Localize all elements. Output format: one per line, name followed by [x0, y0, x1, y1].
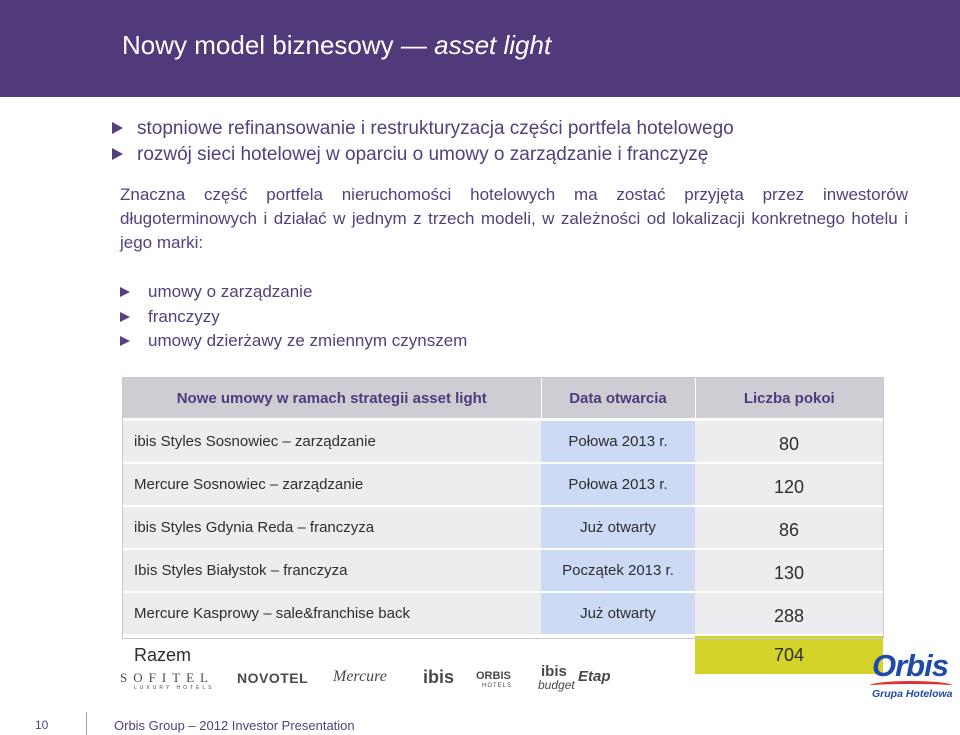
table-row: ibis Styles Gdynia Reda – franczyza Już …	[123, 506, 883, 550]
opening-date-cell: Już otwarty	[541, 506, 695, 550]
table-row: Mercure Kasprowy – sale&franchise back J…	[123, 592, 883, 636]
contracts-table: Nowe umowy w ramach strategii asset ligh…	[123, 378, 883, 674]
model-bullet-item: umowy dzierżawy ze zmiennym czynszem	[120, 329, 467, 354]
novotel-logo: NOVOTEL	[237, 670, 309, 686]
rooms-cell: 288	[695, 592, 883, 636]
hotel-name-cell: Ibis Styles Białystok – franczyza	[123, 549, 541, 593]
ibis-budget-logo: ibis	[541, 663, 567, 680]
footer-divider	[86, 712, 87, 735]
mercure-logo: Mercure	[333, 668, 387, 685]
opening-date-cell: Połowa 2013 r.	[541, 419, 695, 464]
rooms-cell: 86	[695, 506, 883, 550]
bullet-arrow-icon	[120, 311, 130, 322]
slide-title: Nowy model biznesowy — asset light	[122, 30, 552, 60]
main-bullet-item: stopniowe refinansowanie i restrukturyza…	[112, 116, 734, 142]
footer-text: Orbis Group – 2012 Investor Presentation	[114, 718, 355, 733]
hotel-name-cell: Mercure Kasprowy – sale&franchise back	[123, 592, 541, 636]
orbis-hotels-logo-sub: HOTELS	[482, 683, 513, 689]
hotel-name-cell: Mercure Sosnowiec – zarządzanie	[123, 463, 541, 507]
bullet-arrow-icon	[112, 148, 123, 160]
orbis-logo-sub: Grupa Hotelowa	[872, 688, 953, 700]
opening-date-cell: Początek 2013 r.	[541, 549, 695, 593]
table-total-row: Razem 704	[123, 635, 883, 674]
page-number: 10	[35, 718, 49, 732]
rooms-cell: 120	[695, 463, 883, 507]
rooms-cell: 80	[695, 419, 883, 464]
main-bullet-list: stopniowe refinansowanie i restrukturyza…	[112, 116, 734, 168]
title-bar: Nowy model biznesowy — asset light	[0, 0, 960, 97]
table-row: ibis Styles Sosnowiec – zarządzanie Poło…	[123, 419, 883, 464]
bullet-arrow-icon	[120, 336, 130, 346]
description-paragraph: Znaczna część portfela nieruchomości hot…	[120, 185, 908, 252]
total-empty-cell	[541, 635, 695, 674]
models-bullet-list: umowy o zarządzanie franczyzy umowy dzie…	[120, 280, 467, 354]
total-label-cell: Razem	[123, 635, 541, 674]
bullet-arrow-icon	[120, 287, 130, 297]
total-rooms-cell: 704	[695, 635, 883, 674]
etap-logo: Etap	[578, 668, 611, 685]
bullet-arrow-icon	[112, 122, 123, 134]
header-contracts: Nowe umowy w ramach strategii asset ligh…	[123, 378, 542, 421]
orbis-logo-arc-icon	[870, 681, 952, 690]
ibis-budget-logo-sub: budget	[538, 678, 575, 692]
model-bullet-item: umowy o zarządzanie	[120, 280, 467, 305]
orbis-hotels-logo: ORBIS	[476, 670, 511, 682]
model-bullet-item: franczyzy	[120, 305, 467, 330]
main-bullet-item: rozwój sieci hotelowej w oparciu o umowy…	[112, 142, 734, 168]
header-rooms: Liczba pokoi	[695, 378, 883, 421]
ibis-logo: ibis	[423, 667, 455, 687]
opening-date-cell: Połowa 2013 r.	[541, 463, 695, 507]
slide-title-italic: asset light	[434, 30, 552, 60]
table-row: Ibis Styles Białystok – franczyza Począt…	[123, 549, 883, 593]
sofitel-logo: SOFITEL	[120, 670, 214, 685]
rooms-cell: 130	[695, 549, 883, 593]
table-row: Mercure Sosnowiec – zarządzanie Połowa 2…	[123, 463, 883, 507]
orbis-group-logo: Orbis Grupa Hotelowa	[866, 648, 956, 700]
sofitel-logo-sub: LUXURY HOTELS	[134, 685, 215, 691]
header-opening-date: Data otwarcia	[541, 378, 696, 421]
orbis-logo-word: Orbis	[872, 648, 949, 683]
table-header-row: Nowe umowy w ramach strategii asset ligh…	[123, 378, 883, 421]
hotel-name-cell: ibis Styles Sosnowiec – zarządzanie	[123, 419, 541, 464]
opening-date-cell: Już otwarty	[541, 592, 695, 636]
hotel-name-cell: ibis Styles Gdynia Reda – franczyza	[123, 506, 541, 550]
